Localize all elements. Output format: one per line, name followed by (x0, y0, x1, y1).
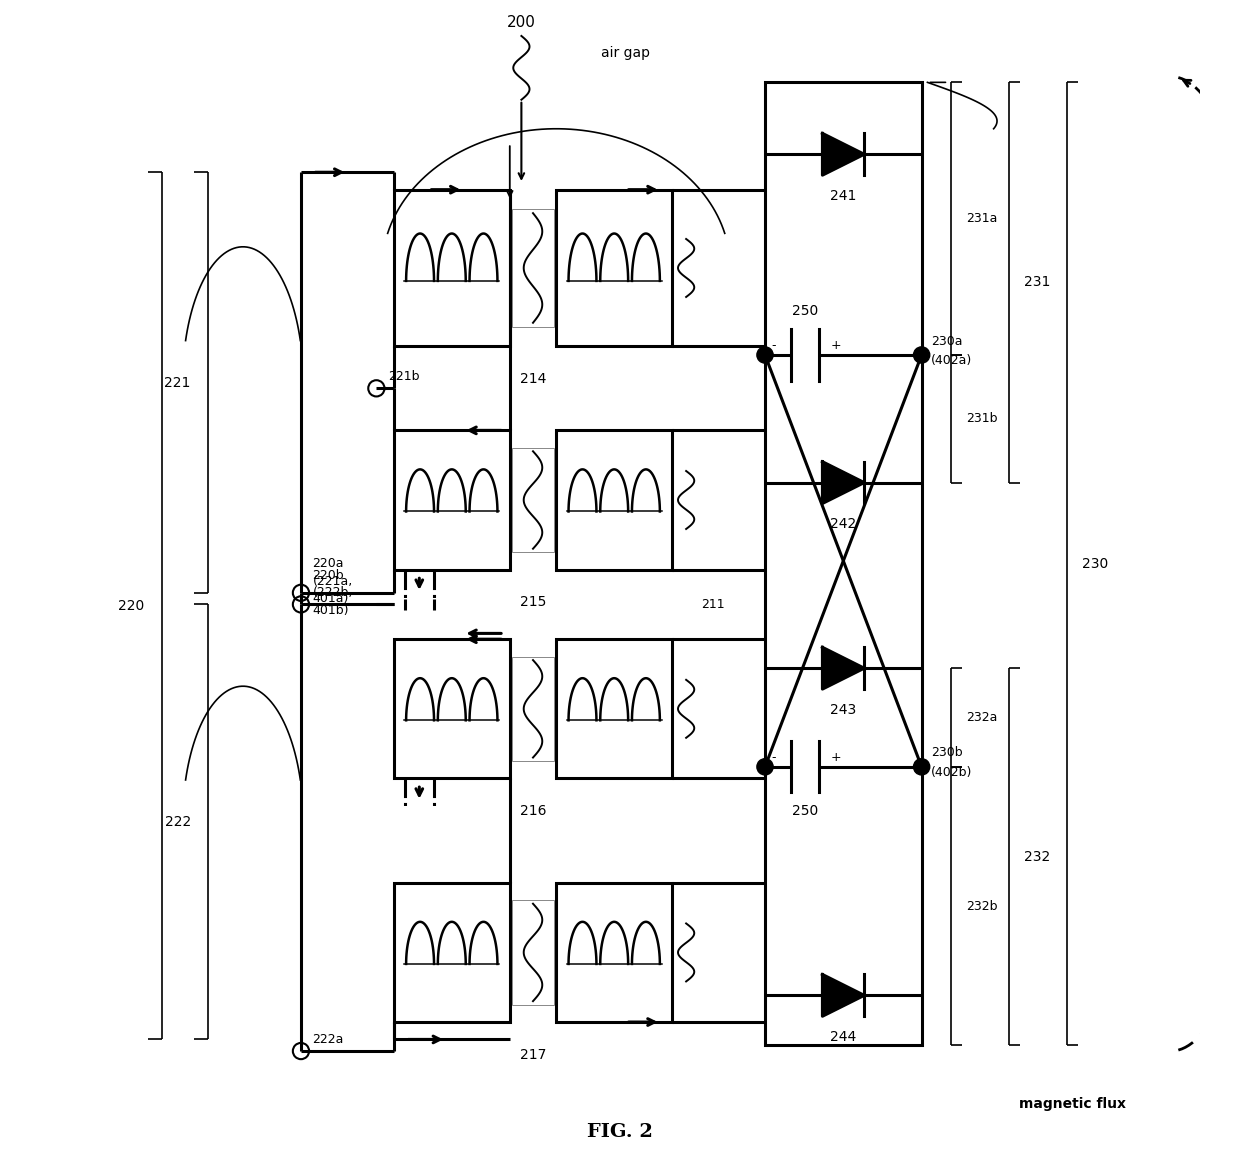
Text: 231: 231 (1024, 276, 1050, 290)
Text: +: + (831, 339, 842, 352)
Bar (557, 639, 672, 778)
Text: 220b: 220b (312, 569, 345, 582)
Text: -: - (771, 751, 776, 764)
Text: 215: 215 (520, 595, 546, 609)
Text: 231b: 231b (966, 412, 997, 425)
Circle shape (756, 758, 773, 775)
Text: -: - (771, 339, 776, 352)
Text: 220: 220 (118, 599, 144, 613)
Text: 230: 230 (1081, 556, 1109, 571)
Text: (222b,: (222b, (312, 586, 353, 599)
Text: 222: 222 (165, 815, 191, 829)
Text: 401b): 401b) (312, 603, 350, 616)
Circle shape (756, 346, 773, 363)
Text: 250: 250 (792, 304, 818, 318)
Text: 232b: 232b (966, 899, 997, 912)
Text: 232a: 232a (966, 711, 997, 724)
Text: FIG. 2: FIG. 2 (587, 1124, 653, 1141)
Text: 230a: 230a (931, 335, 962, 348)
Text: (402b): (402b) (931, 767, 972, 780)
Bar (557, 190, 672, 346)
Text: 243: 243 (831, 703, 857, 717)
Text: (221a,: (221a, (312, 575, 353, 588)
Text: (402a): (402a) (931, 355, 972, 367)
Text: 241: 241 (830, 189, 857, 203)
Text: 214: 214 (520, 372, 546, 386)
Polygon shape (822, 647, 864, 689)
Bar (394, 883, 510, 1023)
Bar (512, 209, 554, 326)
Text: 216: 216 (520, 804, 547, 818)
Text: +: + (831, 751, 842, 764)
Bar (765, 82, 921, 1045)
Text: 222a: 222a (312, 1033, 343, 1046)
Text: magnetic flux: magnetic flux (1019, 1098, 1126, 1112)
Bar (512, 900, 554, 1005)
Bar (557, 431, 672, 569)
Text: 217: 217 (520, 1047, 546, 1061)
Polygon shape (822, 974, 864, 1017)
Text: 221: 221 (165, 376, 191, 390)
Text: 200: 200 (507, 15, 536, 31)
Text: 232: 232 (1024, 850, 1050, 864)
Text: 231a: 231a (966, 212, 997, 225)
Polygon shape (822, 134, 864, 175)
Bar (512, 656, 554, 761)
Circle shape (914, 758, 930, 775)
Bar (394, 431, 510, 569)
Text: 221b: 221b (388, 370, 419, 383)
Circle shape (914, 346, 930, 363)
Bar (394, 639, 510, 778)
Text: air gap: air gap (601, 46, 650, 60)
Text: 401a): 401a) (312, 592, 348, 605)
Bar (512, 447, 554, 552)
Bar (557, 883, 672, 1023)
Text: 230b: 230b (931, 747, 962, 760)
Text: 244: 244 (831, 1030, 857, 1044)
Polygon shape (822, 461, 864, 504)
Text: 242: 242 (831, 518, 857, 532)
Text: 250: 250 (792, 804, 818, 818)
Text: 211: 211 (701, 598, 725, 610)
Bar (394, 190, 510, 346)
Text: 220a: 220a (312, 558, 343, 571)
